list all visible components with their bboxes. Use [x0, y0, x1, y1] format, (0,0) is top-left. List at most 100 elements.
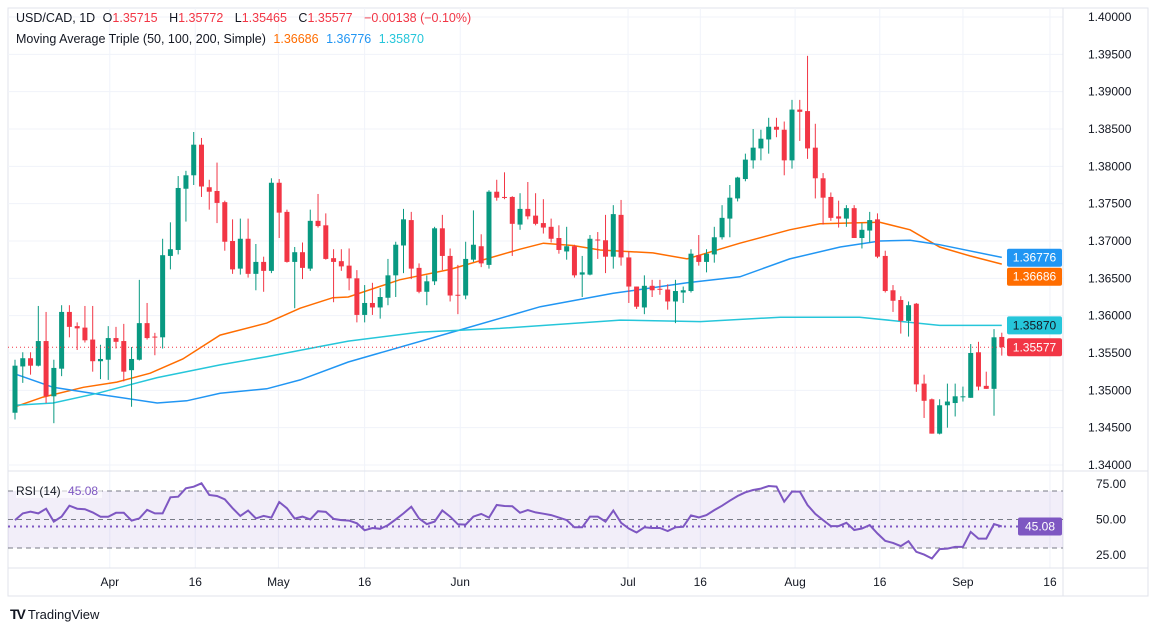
candle[interactable] [463, 241, 469, 300]
candle[interactable] [66, 305, 72, 338]
candle[interactable] [975, 341, 981, 391]
candle[interactable] [649, 279, 655, 297]
candle[interactable] [727, 185, 733, 238]
candle[interactable] [944, 383, 950, 428]
candle[interactable] [416, 263, 422, 294]
candle[interactable] [59, 305, 65, 377]
candle[interactable] [696, 235, 702, 266]
candle[interactable] [719, 205, 725, 240]
symbol-label[interactable]: USD/CAD, 1D [16, 11, 96, 25]
candle[interactable] [338, 249, 344, 271]
candle[interactable] [268, 178, 274, 274]
candle[interactable] [486, 190, 492, 269]
candle[interactable] [136, 279, 142, 361]
candle[interactable] [222, 200, 228, 251]
candle[interactable] [921, 374, 927, 418]
rsi-title[interactable]: RSI (14) [16, 484, 61, 498]
candle[interactable] [385, 258, 391, 306]
candle[interactable] [12, 359, 18, 420]
candle[interactable] [292, 246, 298, 309]
candle[interactable] [253, 243, 259, 291]
candle[interactable] [284, 209, 290, 263]
candle[interactable] [890, 285, 896, 312]
candle[interactable] [789, 99, 795, 169]
candle[interactable] [97, 344, 103, 380]
tradingview-logo[interactable]: TV TradingView [10, 606, 99, 622]
candle[interactable] [820, 173, 826, 225]
candle[interactable] [937, 399, 943, 435]
candle[interactable] [680, 286, 686, 303]
candle[interactable] [299, 242, 305, 280]
candle[interactable] [245, 218, 251, 278]
candle[interactable] [952, 383, 958, 417]
candle[interactable] [439, 214, 445, 271]
candle[interactable] [766, 117, 772, 154]
candle[interactable] [129, 347, 135, 407]
candle[interactable] [35, 305, 41, 367]
candle[interactable] [307, 209, 313, 271]
candle[interactable] [82, 305, 88, 343]
candle[interactable] [28, 352, 34, 375]
candle[interactable] [121, 323, 127, 382]
candle[interactable] [828, 192, 834, 221]
candle[interactable] [509, 196, 515, 256]
candle[interactable] [999, 332, 1005, 356]
candle[interactable] [906, 301, 912, 337]
candle[interactable] [152, 332, 158, 356]
candle[interactable] [369, 282, 375, 315]
candle[interactable] [144, 302, 150, 340]
candle[interactable] [882, 250, 888, 293]
candle[interactable] [470, 210, 476, 262]
candle[interactable] [346, 248, 352, 291]
candle[interactable] [983, 371, 989, 389]
candle[interactable] [191, 131, 197, 185]
candle[interactable] [214, 162, 220, 224]
ma-title[interactable]: Moving Average Triple (50, 100, 200, Sim… [16, 32, 266, 46]
candle[interactable] [198, 137, 204, 197]
candle[interactable] [230, 219, 236, 274]
candle[interactable] [548, 218, 554, 243]
candle[interactable] [175, 176, 181, 255]
candle[interactable] [20, 352, 26, 383]
candle[interactable] [773, 117, 779, 138]
candle[interactable] [408, 211, 414, 280]
candle[interactable] [160, 238, 166, 349]
candle[interactable] [634, 286, 640, 309]
candle[interactable] [354, 270, 360, 323]
candle[interactable] [525, 182, 531, 220]
candle[interactable] [105, 326, 111, 380]
candle[interactable] [74, 322, 80, 351]
candle[interactable] [603, 214, 609, 274]
candle[interactable] [276, 179, 282, 239]
candle[interactable] [261, 256, 267, 292]
candle[interactable] [43, 311, 49, 404]
candle[interactable] [587, 235, 593, 276]
candle[interactable] [206, 179, 212, 210]
candle[interactable] [113, 326, 119, 349]
candle[interactable] [533, 193, 539, 226]
candle[interactable] [447, 248, 453, 302]
candle[interactable] [704, 249, 710, 273]
candle[interactable] [843, 205, 849, 227]
candle[interactable] [665, 284, 671, 310]
candle[interactable] [851, 205, 857, 239]
candle[interactable] [90, 305, 96, 372]
candle[interactable] [424, 275, 430, 306]
candle[interactable] [991, 329, 997, 416]
candle[interactable] [517, 193, 523, 230]
candle[interactable] [362, 285, 368, 323]
candle[interactable] [478, 234, 484, 268]
candle[interactable] [556, 225, 562, 254]
candle[interactable] [836, 200, 842, 228]
candle[interactable] [315, 193, 321, 228]
candle[interactable] [781, 121, 787, 176]
candle[interactable] [641, 275, 647, 315]
candle[interactable] [564, 226, 570, 260]
candle[interactable] [735, 176, 741, 202]
candle[interactable] [711, 226, 717, 263]
candle[interactable] [167, 222, 173, 270]
candle[interactable] [805, 55, 811, 159]
candle[interactable] [960, 386, 966, 402]
candle[interactable] [377, 288, 383, 319]
